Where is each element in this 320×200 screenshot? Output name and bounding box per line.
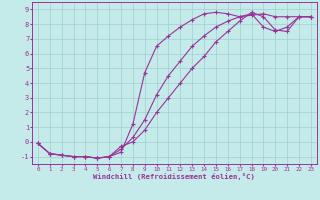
X-axis label: Windchill (Refroidissement éolien,°C): Windchill (Refroidissement éolien,°C) [93,173,255,180]
